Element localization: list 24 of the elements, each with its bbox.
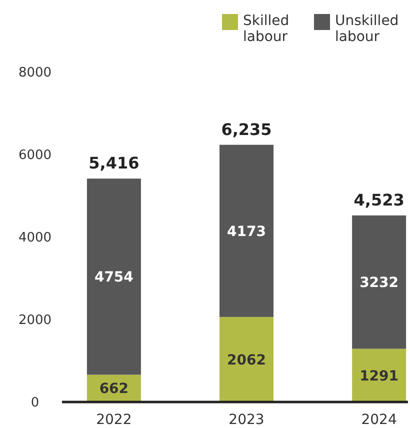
x-tick-label: 2022 xyxy=(96,412,132,428)
y-tick-label: 0 xyxy=(30,396,40,411)
data-label: 3232 xyxy=(360,274,399,291)
y-tick-label: 4000 xyxy=(18,230,52,246)
data-label: 662 xyxy=(99,381,129,398)
legend-label: Unskilled labour xyxy=(335,13,399,45)
bar xyxy=(86,178,141,375)
bar xyxy=(220,316,274,402)
bar xyxy=(352,215,406,349)
x-tick-label: 2024 xyxy=(361,412,397,428)
total-label: 4,523 xyxy=(354,190,404,210)
legend-label: Skilled labour xyxy=(243,13,290,45)
total-label: 5,416 xyxy=(88,154,140,173)
data-label: 1291 xyxy=(360,368,399,384)
total-label: 6,235 xyxy=(221,120,272,139)
data-label: 2062 xyxy=(227,352,266,368)
data-label: 4754 xyxy=(94,270,134,286)
y-tick-label: 6000 xyxy=(18,148,52,164)
bar xyxy=(352,348,406,402)
x-tick-label: 2023 xyxy=(228,412,264,428)
data-label: 4173 xyxy=(227,224,266,240)
bar xyxy=(220,144,274,317)
y-tick-label: 2000 xyxy=(18,313,52,328)
y-tick-label: 8000 xyxy=(18,66,52,81)
